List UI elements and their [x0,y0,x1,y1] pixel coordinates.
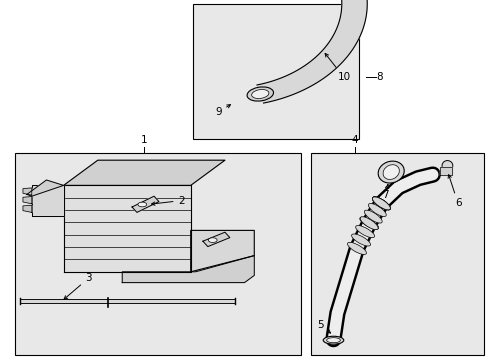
Ellipse shape [372,197,389,210]
Text: 3: 3 [64,273,92,299]
Ellipse shape [372,197,389,210]
Ellipse shape [138,202,146,207]
Polygon shape [203,232,229,247]
Ellipse shape [359,217,378,229]
Text: 9: 9 [214,105,230,117]
Ellipse shape [347,242,366,255]
Text: 2: 2 [151,195,185,206]
Bar [310,153,483,355]
Ellipse shape [246,87,273,101]
Ellipse shape [441,161,452,171]
Polygon shape [32,185,63,216]
Ellipse shape [377,161,404,183]
Ellipse shape [372,197,389,210]
Polygon shape [23,205,32,212]
Polygon shape [63,185,190,272]
Text: 7: 7 [381,184,388,200]
Polygon shape [23,188,32,195]
Ellipse shape [364,210,382,223]
Ellipse shape [372,197,389,210]
Bar [15,153,300,355]
Ellipse shape [326,338,340,343]
Text: 8: 8 [376,72,383,82]
Polygon shape [122,256,254,283]
Ellipse shape [382,165,399,179]
Ellipse shape [323,336,343,344]
Text: 6: 6 [447,175,461,208]
Polygon shape [257,0,366,103]
Polygon shape [132,196,159,212]
Polygon shape [27,180,63,196]
Ellipse shape [351,234,370,246]
Text: 4: 4 [350,135,357,145]
Text: 1: 1 [141,135,147,145]
Polygon shape [23,197,32,204]
Polygon shape [63,160,224,185]
Polygon shape [190,230,254,272]
Ellipse shape [360,217,377,230]
Ellipse shape [372,197,389,210]
Text: 5: 5 [316,320,330,333]
Polygon shape [439,167,451,175]
Ellipse shape [367,203,386,216]
Ellipse shape [355,226,374,238]
Bar [193,4,359,139]
Text: 10: 10 [325,53,350,82]
Ellipse shape [208,238,217,243]
Ellipse shape [251,90,268,99]
